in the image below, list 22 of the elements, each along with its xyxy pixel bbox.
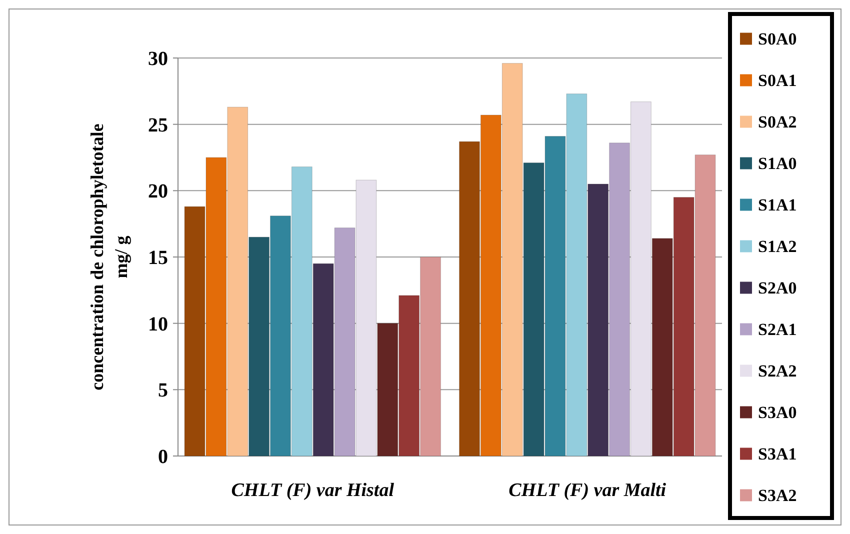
x-tick-label: CHLT (F) var Malti [508, 480, 667, 501]
legend-label: S2A1 [758, 320, 797, 340]
legend-label: S0A2 [758, 112, 797, 132]
y-tick-label: 10 [148, 313, 168, 336]
legend-label: S2A0 [758, 278, 797, 298]
y-tick-label: 15 [148, 247, 168, 269]
y-tick-label: 5 [158, 380, 168, 402]
y-tick-label: 25 [148, 114, 168, 136]
y-tick-label: 0 [158, 446, 168, 468]
legend-label: S0A0 [758, 30, 797, 49]
y-axis-title: concentration de chlorophyletotale mg/ g [87, 124, 131, 390]
legend-label: S3A1 [758, 444, 797, 464]
legend-label: S2A2 [758, 362, 797, 381]
y-tick-label: 20 [148, 180, 168, 203]
x-tick-label: CHLT (F) var Histal [231, 480, 395, 501]
legend-label: S1A0 [758, 154, 797, 174]
legend-label: S1A1 [758, 196, 797, 215]
legend-label: S0A1 [758, 71, 797, 90]
legend-label: S3A0 [758, 403, 797, 422]
y-tick-label: 30 [148, 48, 168, 70]
legend-label: S1A2 [758, 237, 797, 256]
legend-label: S3A2 [758, 486, 797, 506]
